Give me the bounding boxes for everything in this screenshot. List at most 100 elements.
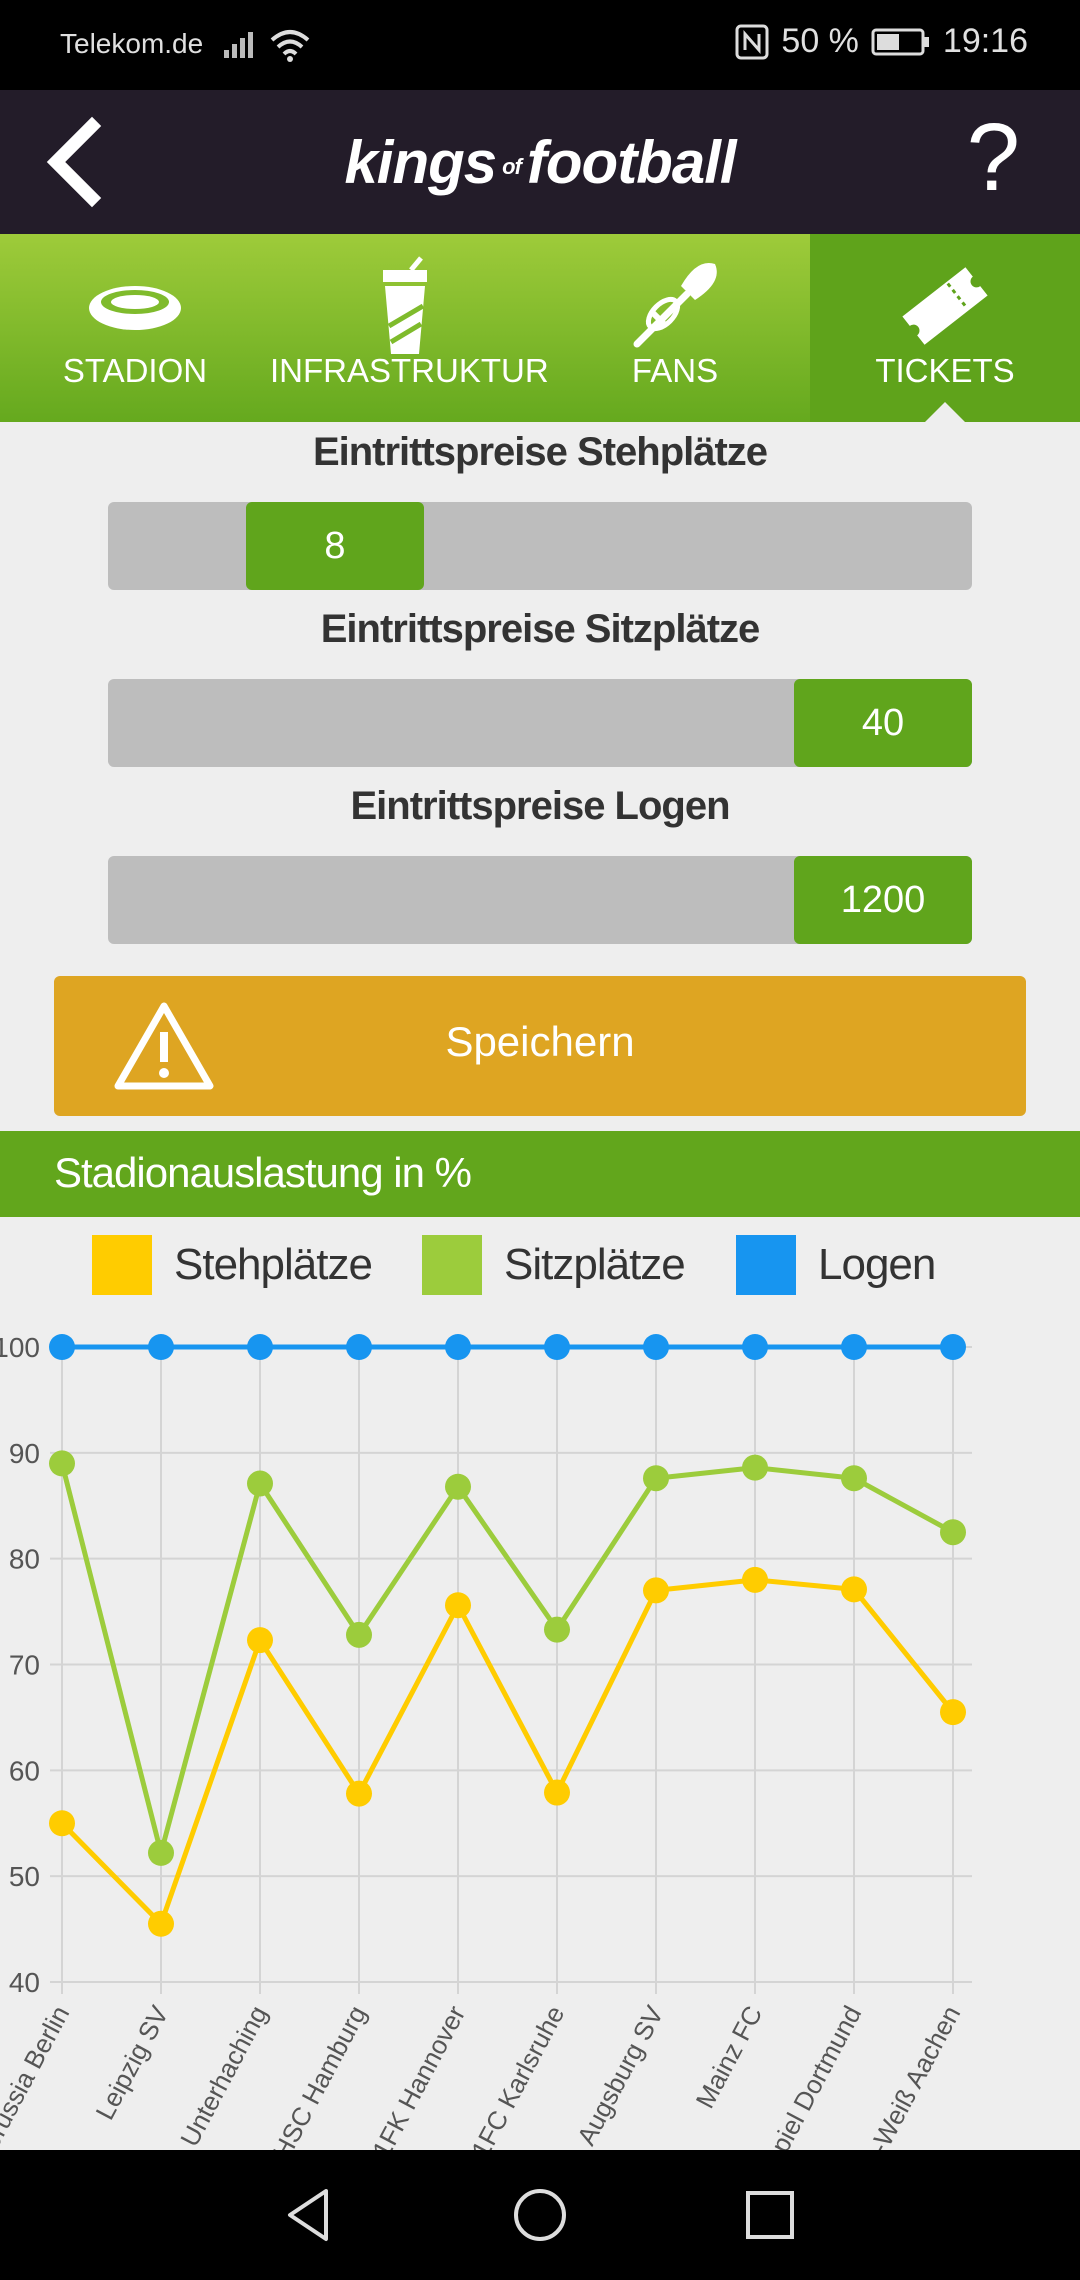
boxes-price-title: Eintrittspreise Logen <box>350 784 730 828</box>
warning-icon <box>114 1002 214 1090</box>
boxes-price-thumb[interactable]: 1200 <box>794 856 972 944</box>
data-point-seating <box>841 1465 867 1492</box>
legend-swatch <box>422 1235 482 1295</box>
data-point-seating <box>445 1473 471 1500</box>
nav-home-icon[interactable] <box>510 2185 570 2245</box>
trumpet-icon <box>633 262 717 348</box>
data-point-standing <box>247 1627 273 1654</box>
data-point-boxes <box>445 1334 471 1360</box>
y-tick-label: 80 <box>9 1544 40 1575</box>
wifi-icon <box>270 30 310 62</box>
nfc-icon <box>735 24 769 59</box>
data-point-standing <box>940 1699 966 1726</box>
standing-price-slider[interactable]: 8 <box>108 502 972 590</box>
tab-fans[interactable]: FANS <box>540 234 810 422</box>
x-tick-label: Augsburg SV <box>571 2000 670 2150</box>
data-point-standing <box>643 1577 669 1604</box>
data-point-seating <box>148 1839 174 1866</box>
data-point-seating <box>544 1616 570 1643</box>
active-tab-indicator <box>925 402 965 422</box>
data-point-boxes <box>742 1334 768 1360</box>
series-line-seating <box>59 1462 955 1856</box>
x-tick-label: 1FK Hannover <box>366 2000 471 2150</box>
data-point-seating <box>643 1465 669 1492</box>
data-point-boxes <box>841 1334 867 1360</box>
battery-percent: 50 % <box>781 22 859 60</box>
data-point-standing <box>148 1910 174 1937</box>
data-point-seating <box>940 1519 966 1546</box>
x-tick-label: HSC Hamburg <box>266 2001 372 2150</box>
stadium-icon <box>89 286 181 330</box>
data-point-boxes <box>643 1334 669 1360</box>
y-tick-label: 60 <box>9 1755 40 1786</box>
carrier-name: Telekom.de <box>60 28 204 59</box>
y-tick-label: 100 <box>0 1332 40 1363</box>
tab-bar: STADION INFRASTRUKTUR FANS TICKETS <box>0 234 1080 422</box>
legend-swatch <box>92 1235 152 1295</box>
data-point-boxes <box>940 1334 966 1360</box>
legend-swatch <box>736 1235 796 1295</box>
tab-stadion[interactable]: STADION <box>0 234 270 422</box>
y-tick-label: 70 <box>9 1650 40 1681</box>
data-point-boxes <box>247 1334 273 1360</box>
status-bar: Telekom.de 50 % 19:16 <box>0 0 1080 90</box>
x-tick-label: Unterhaching <box>174 2001 273 2150</box>
tab-infrastruktur[interactable]: INFRASTRUKTUR <box>270 234 549 422</box>
data-point-standing <box>49 1810 75 1837</box>
nav-recents-icon[interactable] <box>740 2185 800 2245</box>
standing-price-thumb[interactable]: 8 <box>246 502 424 590</box>
data-point-boxes <box>148 1334 174 1360</box>
legend-item-standing[interactable]: Stehplätze <box>92 1230 373 1300</box>
data-point-seating <box>49 1450 75 1477</box>
y-tick-label: 40 <box>9 1967 40 1998</box>
legend-label: Sitzplätze <box>504 1240 686 1289</box>
signal-icon <box>224 32 253 58</box>
app-header: kings of football ? <box>0 90 1080 234</box>
clock: 19:16 <box>942 22 1028 60</box>
tab-label: FANS <box>631 352 719 389</box>
data-point-boxes <box>544 1334 570 1360</box>
data-point-boxes <box>346 1334 372 1360</box>
tab-tickets[interactable]: TICKETS <box>810 234 1080 422</box>
save-label: Speichern <box>445 1018 635 1065</box>
x-tick-label: 1FC Karlsruhe <box>465 2001 570 2150</box>
x-tick-label: Leipzig SV <box>89 2000 174 2124</box>
seating-price-title: Eintrittspreise Sitzplätze <box>320 607 761 651</box>
data-point-seating <box>742 1454 768 1481</box>
y-tick-label: 50 <box>9 1861 40 1892</box>
legend-item-seating[interactable]: Sitzplätze <box>422 1230 686 1300</box>
data-point-standing <box>742 1566 768 1593</box>
back-arrow-icon[interactable] <box>30 112 130 212</box>
tab-label: TICKETS <box>875 352 1015 389</box>
drink-cup-icon <box>383 256 427 354</box>
series-line-standing <box>60 1577 955 1927</box>
data-point-standing <box>841 1576 867 1603</box>
ticket-icon <box>902 267 988 345</box>
x-tick-label: Mainz FC <box>690 2001 769 2113</box>
system-nav-bar <box>0 2150 1080 2280</box>
battery-icon <box>871 28 929 55</box>
data-point-seating <box>346 1621 372 1648</box>
tab-label: STADION <box>62 352 208 389</box>
y-tick-label: 90 <box>9 1438 40 1469</box>
legend-item-boxes[interactable]: Logen <box>736 1230 936 1300</box>
section-title: Stadionauslastung in % <box>54 1149 472 1196</box>
app-logo: kings of football <box>344 129 736 196</box>
seating-price-thumb[interactable]: 40 <box>794 679 972 767</box>
save-button[interactable]: Speichern <box>54 976 1026 1116</box>
nav-back-icon[interactable] <box>278 2185 338 2245</box>
section-header: Stadionauslastung in % <box>0 1131 1080 1217</box>
data-point-boxes <box>49 1334 75 1360</box>
boxes-price-slider[interactable]: 1200 <box>108 856 972 944</box>
x-tick-label: Borussia Berlin <box>0 2001 75 2150</box>
help-button[interactable]: ? <box>966 104 1020 211</box>
chart-legend: Stehplätze Sitzplätze Logen <box>0 1230 1080 1300</box>
seating-price-slider[interactable]: 40 <box>108 679 972 767</box>
standing-price-title: Eintrittspreise Stehplätze <box>312 430 768 474</box>
data-point-seating <box>247 1470 273 1497</box>
data-point-standing <box>445 1592 471 1619</box>
legend-label: Stehplätze <box>174 1240 373 1289</box>
tab-label: INFRASTRUKTUR <box>270 352 549 389</box>
legend-label: Logen <box>818 1240 936 1289</box>
